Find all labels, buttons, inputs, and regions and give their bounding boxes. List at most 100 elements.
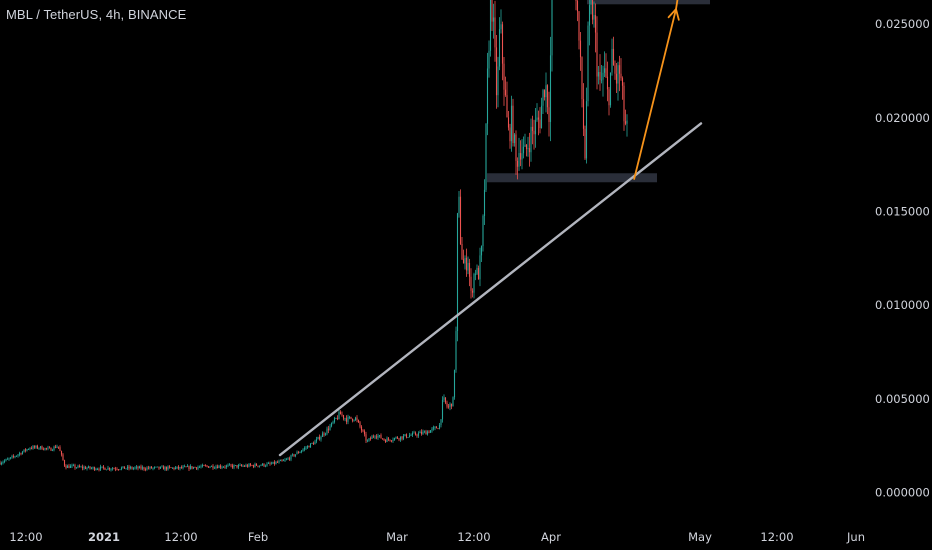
candle-body	[495, 47, 498, 96]
y-tick-label: 0.015000	[875, 204, 930, 218]
x-tick-label: 12:00	[457, 530, 490, 544]
candle-body	[461, 244, 463, 260]
projection-path	[633, 0, 679, 180]
candle-body	[69, 466, 72, 468]
candle-body	[441, 399, 444, 420]
candle-body	[332, 421, 334, 423]
candle-body	[377, 435, 379, 438]
candle-body	[149, 466, 151, 469]
candle-body	[350, 416, 352, 419]
candle-body	[486, 68, 489, 124]
candle-body	[603, 68, 606, 73]
candle-body	[258, 465, 261, 467]
candle-body	[383, 439, 385, 441]
candle-body	[357, 420, 360, 423]
candle-body	[15, 455, 18, 457]
candle-body	[86, 467, 88, 469]
resistance-levels	[487, 0, 710, 183]
candle-body	[287, 458, 289, 460]
candle-body	[30, 448, 33, 449]
candle-body	[602, 72, 604, 80]
candle-body	[267, 463, 270, 464]
candle-body	[302, 449, 304, 451]
candle-body	[617, 65, 619, 84]
candle-body	[485, 123, 487, 190]
x-tick-label: Mar	[386, 530, 408, 544]
candle-body	[437, 428, 439, 430]
candle-body	[5, 459, 7, 461]
candle-body	[483, 189, 486, 216]
candle-body	[341, 414, 343, 416]
candle-body	[371, 436, 373, 439]
candle-body	[480, 246, 483, 256]
candle-body	[363, 431, 366, 435]
candle-body	[138, 466, 141, 469]
candle-body	[575, 0, 577, 2]
candle-body	[248, 464, 250, 467]
candle-body	[546, 85, 549, 108]
candle-body	[449, 403, 451, 407]
x-tick-label: May	[688, 530, 712, 544]
candle-body	[123, 466, 126, 469]
candle-body	[393, 438, 396, 440]
candle-body	[207, 466, 210, 468]
candle-body	[228, 464, 231, 466]
y-tick-label: 0.020000	[875, 111, 930, 125]
candle-body	[92, 467, 94, 469]
candle-body	[410, 435, 412, 436]
candle-body	[57, 446, 60, 448]
candle-body	[356, 417, 358, 421]
x-tick-label: Feb	[248, 530, 268, 544]
candle-body	[222, 466, 225, 468]
candle-body	[615, 73, 618, 84]
candle-body	[278, 461, 280, 463]
candle-body	[492, 17, 495, 22]
candle-body	[279, 460, 282, 462]
candle-body	[14, 456, 16, 458]
candle-body	[431, 428, 433, 431]
candle-body	[360, 426, 363, 431]
x-tick-label: Jun	[846, 530, 865, 544]
candle-body	[435, 427, 438, 429]
candle-body	[549, 55, 552, 122]
candle-body	[366, 440, 369, 442]
candle-body	[426, 431, 429, 435]
candle-body	[101, 466, 103, 468]
candle-body	[515, 134, 517, 161]
candle-body	[498, 29, 501, 67]
y-tick-label: 0.000000	[875, 486, 930, 500]
candle-body	[425, 431, 427, 435]
candle-body	[596, 32, 598, 77]
candle-body	[315, 439, 318, 442]
candle-body	[216, 466, 219, 469]
candle-body	[521, 153, 523, 160]
chart-title: MBL / TetherUS, 4h, BINANCE	[6, 7, 187, 22]
candle-body	[218, 465, 220, 469]
candle-body	[594, 15, 597, 33]
candle-body	[117, 469, 120, 471]
candle-body	[168, 466, 171, 468]
candle-body	[335, 418, 337, 419]
candle-body	[213, 467, 216, 469]
candle-body	[192, 467, 195, 469]
candle-body	[164, 467, 166, 470]
candle-body	[66, 465, 69, 468]
candle-body	[306, 446, 309, 448]
candle-body	[512, 105, 514, 144]
candle-body	[336, 418, 339, 419]
candle-body	[365, 434, 367, 441]
candle-body	[524, 144, 526, 147]
candle-body	[584, 128, 586, 159]
candle-body	[132, 468, 135, 469]
candle-body	[404, 434, 406, 436]
candle-body	[443, 397, 445, 400]
candle-body	[227, 465, 229, 466]
candle-body	[96, 469, 99, 470]
candle-body	[429, 430, 432, 433]
candle-body	[618, 65, 621, 74]
candle-body	[606, 76, 609, 90]
candle-body	[459, 196, 462, 245]
candle-body	[252, 465, 255, 467]
candle-body	[102, 466, 105, 468]
